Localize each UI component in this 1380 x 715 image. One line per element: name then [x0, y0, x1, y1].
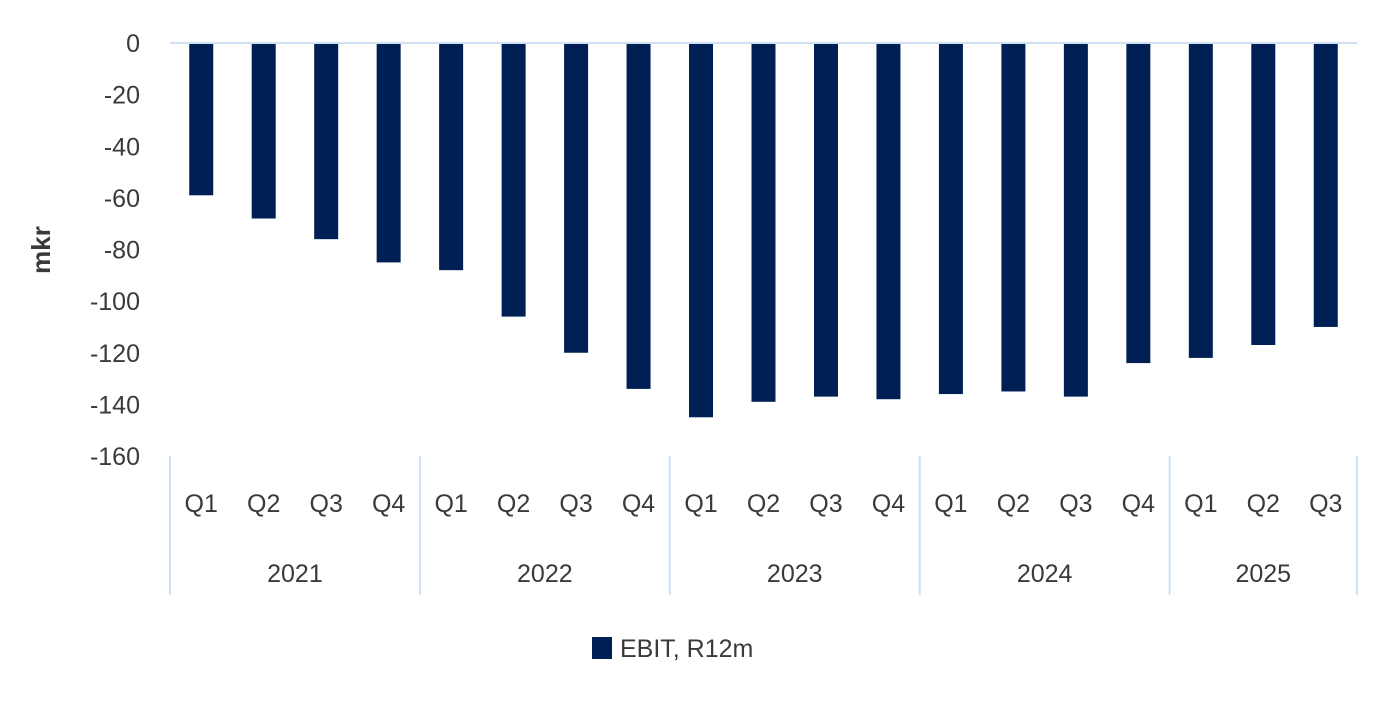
bar: [1313, 43, 1338, 327]
x-tick-label: Q1: [934, 490, 967, 518]
x-tick-label: Q2: [1247, 490, 1280, 518]
year-label: 2021: [267, 560, 323, 588]
x-tick-label: Q2: [497, 490, 530, 518]
y-tick-label: -120: [90, 340, 140, 368]
legend-label: EBIT, R12m: [620, 635, 753, 663]
bar: [189, 43, 214, 196]
bars: [189, 43, 1338, 418]
y-tick-label: -60: [104, 185, 140, 213]
year-label: 2023: [767, 560, 823, 588]
y-tick-label: -80: [104, 237, 140, 265]
x-tick-label: Q3: [1309, 490, 1342, 518]
bar: [376, 43, 401, 263]
x-axis: Q1 Q2 Q3 Q4 2021 Q1 Q2 Q3 Q4 2022 Q1 Q2 Q3 Q4 2023 Q1 Q2…: [169, 42, 1358, 595]
bar: [1126, 43, 1151, 364]
bar: [251, 43, 276, 219]
year-label: 2024: [1017, 560, 1073, 588]
x-tick-label: Q3: [1059, 490, 1092, 518]
year-label: 2025: [1235, 560, 1291, 588]
x-tick-label: Q2: [997, 490, 1030, 518]
x-tick-label: Q1: [1184, 490, 1217, 518]
x-tick-label: Q4: [1122, 490, 1155, 518]
y-tick-label: 0: [126, 30, 140, 58]
x-tick-label: Q3: [809, 490, 842, 518]
bar: [314, 43, 339, 240]
x-tick-label: Q4: [872, 490, 905, 518]
bar: [1188, 43, 1213, 358]
x-tick-label: Q3: [559, 490, 592, 518]
bar: [564, 43, 589, 353]
bar: [876, 43, 901, 400]
bar: [626, 43, 651, 389]
year-label: 2022: [517, 560, 573, 588]
y-tick-label: -100: [90, 288, 140, 316]
y-axis-label: mkr: [26, 226, 56, 274]
x-tick-label: Q1: [185, 490, 218, 518]
bar: [1251, 43, 1276, 346]
bar: [1063, 43, 1088, 397]
bar: [1001, 43, 1026, 392]
x-tick-label: Q4: [622, 490, 655, 518]
y-tick-label: -20: [104, 82, 140, 110]
x-tick-label: Q4: [372, 490, 405, 518]
y-axis: 0 -20 -40 -60 -80 -100 -120 -140 -160: [90, 30, 140, 471]
x-tick-label: Q1: [434, 490, 467, 518]
bar: [439, 43, 464, 271]
y-tick-label: -160: [90, 443, 140, 471]
bar: [751, 43, 776, 402]
x-tick-label: Q2: [747, 490, 780, 518]
y-tick-label: -40: [104, 133, 140, 161]
bar: [813, 43, 838, 397]
bar: [689, 43, 714, 418]
legend-swatch: [592, 637, 612, 659]
legend: EBIT, R12m: [592, 635, 753, 663]
x-tick-label: Q1: [684, 490, 717, 518]
x-tick-label: Q2: [247, 490, 280, 518]
bar: [501, 43, 526, 317]
y-tick-label: -140: [90, 391, 140, 419]
x-tick-label: Q3: [310, 490, 343, 518]
bar: [938, 43, 963, 395]
